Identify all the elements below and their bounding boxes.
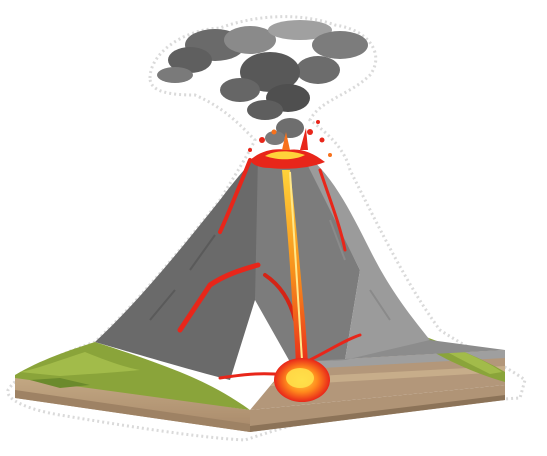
main-vent bbox=[282, 170, 308, 372]
volcano-cone bbox=[95, 150, 505, 380]
smoke-plume bbox=[157, 20, 368, 145]
crater-eruption bbox=[248, 120, 332, 169]
magma-chamber bbox=[274, 358, 330, 402]
